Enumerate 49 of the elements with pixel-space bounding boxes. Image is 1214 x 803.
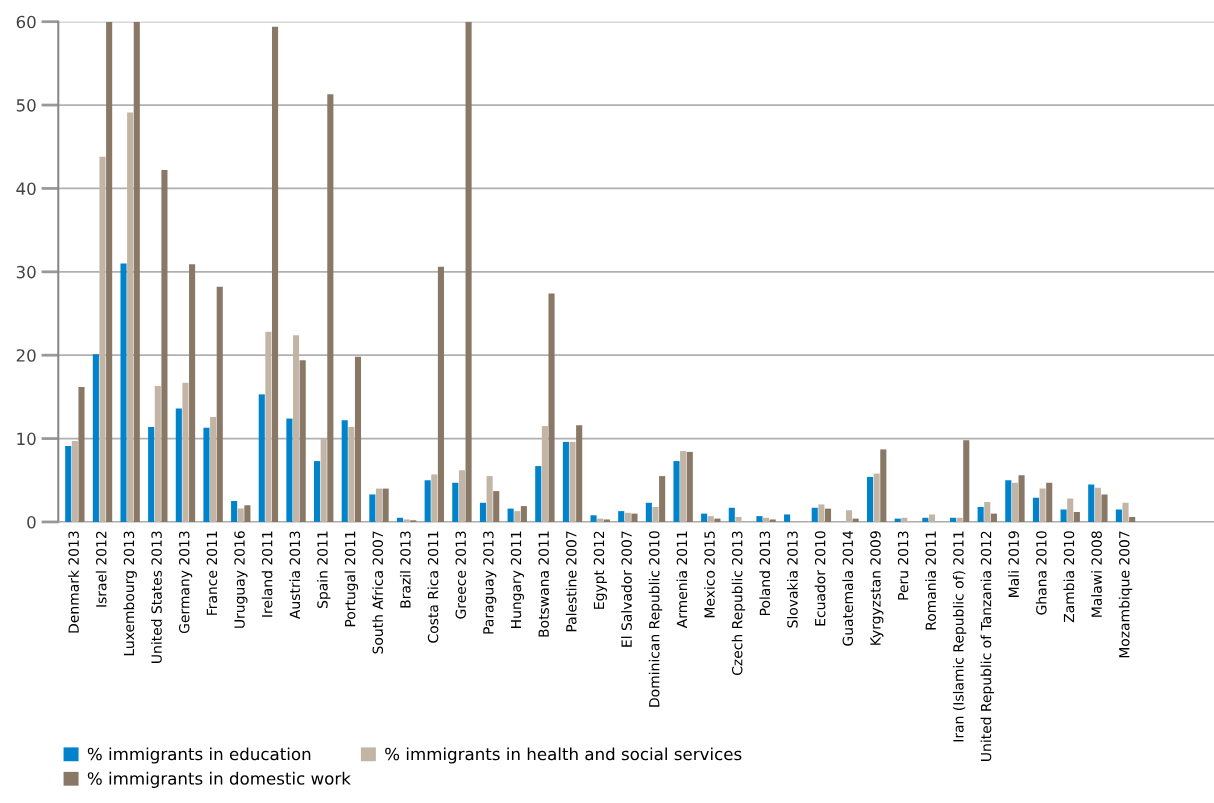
x-tick-label: Paraguay 2013	[483, 531, 497, 634]
y-tick-label: 30	[16, 265, 36, 279]
x-tick-label: Iran (Islamic Republic of) 2011	[952, 531, 967, 742]
y-tick-label: 60	[16, 15, 36, 29]
y-tick-label: 10	[17, 432, 36, 446]
x-tick-label: Poland 2013	[759, 531, 771, 616]
x-tick-label: Dominican Republic 2010	[648, 531, 663, 707]
x-tick-label: Portugal 2011	[344, 531, 359, 627]
x-tick-label: El Salvador 2007	[621, 531, 632, 647]
x-tick-label: United Republic of Tanzania 2012	[980, 531, 994, 761]
x-tick-label: Mozambique 2007	[1118, 531, 1133, 658]
x-tick-label: Mexico 2015	[704, 531, 715, 618]
x-tick-label: Israel 2012	[95, 531, 107, 607]
x-tick-label: Kyrgyzstan 2009	[870, 531, 884, 645]
y-tick-label: 20	[16, 349, 36, 362]
y-tick-label: 0	[27, 515, 36, 529]
x-tick-label: Austria 2013	[289, 531, 301, 619]
x-tick-label: Spain 2011	[316, 531, 331, 608]
x-tick-label: Costa Rica 2011	[427, 531, 439, 643]
x-tick-label: Hungary 2011	[510, 531, 524, 628]
x-tick-label: Brazil 2013	[399, 531, 411, 608]
legend-label: % immigrants in education	[87, 747, 311, 764]
legend-label: % immigrants in health and social services	[385, 747, 742, 764]
x-tick-label: Zambia 2010	[1063, 531, 1075, 623]
legend-label: % immigrants in domestic work	[87, 771, 351, 788]
x-tick-label: Romania 2011	[925, 531, 937, 630]
x-tick-label: South Africa 2007	[372, 531, 384, 654]
x-tick-label: Ecuador 2010	[814, 531, 826, 626]
x-tick-label: France 2011	[206, 531, 218, 615]
x-tick-label: Luxembourg 2013	[123, 531, 137, 656]
x-tick-label: United States 2013	[151, 531, 162, 663]
x-tick-label: Ghana 2010	[1035, 531, 1047, 615]
x-tick-label: Mali 2019	[1008, 531, 1019, 597]
x-tick-label: Botswana 2011	[538, 531, 549, 637]
y-tick-label: 40	[16, 182, 36, 196]
x-tick-label: Armenia 2011	[676, 531, 688, 629]
x-tick-label: Egypt 2012	[593, 531, 607, 609]
x-tick-label: Denmark 2013	[68, 531, 79, 633]
x-tick-label: Guatemala 2014	[842, 531, 854, 646]
x-tick-label: Ireland 2011	[261, 531, 273, 617]
x-tick-label: Czech Republic 2013	[731, 531, 746, 676]
x-tick-label: Peru 2013	[897, 531, 909, 600]
x-tick-label: Malawi 2008	[1091, 531, 1102, 617]
y-tick-label: 50	[16, 99, 36, 112]
x-tick-label: Palestine 2007	[565, 531, 577, 632]
x-tick-label: Greece 2013	[455, 531, 466, 619]
x-tick-label: Uruguay 2016	[234, 531, 248, 628]
x-tick-label: Germany 2013	[178, 531, 193, 634]
x-tick-label: Slovakia 2013	[787, 531, 798, 628]
